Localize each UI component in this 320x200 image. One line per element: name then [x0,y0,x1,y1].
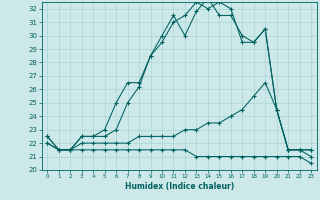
X-axis label: Humidex (Indice chaleur): Humidex (Indice chaleur) [124,182,234,191]
